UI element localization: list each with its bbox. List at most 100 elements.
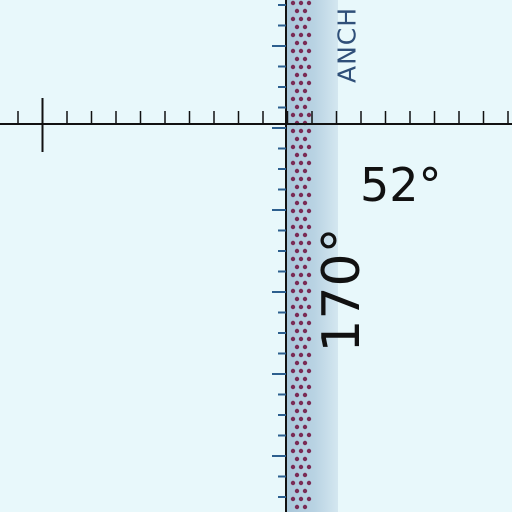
pattern-dot: [306, 192, 312, 198]
pattern-dot: [298, 384, 304, 390]
pattern-dot: [302, 88, 308, 94]
pattern-dot: [302, 344, 308, 350]
pattern-dot: [294, 376, 300, 382]
pattern-dot: [290, 208, 296, 214]
pattern-dot: [302, 104, 308, 110]
pattern-dot: [302, 392, 308, 398]
pattern-dot: [294, 88, 300, 94]
pattern-dot: [302, 264, 308, 270]
pattern-dot: [306, 224, 312, 230]
pattern-dot: [302, 40, 308, 46]
pattern-dot: [290, 400, 296, 406]
pattern-dot: [298, 336, 304, 342]
pattern-dot: [298, 96, 304, 102]
pattern-dot: [294, 72, 300, 78]
pattern-dot: [294, 248, 300, 254]
pattern-dot: [294, 40, 300, 46]
pattern-dot: [298, 112, 304, 118]
pattern-dot: [302, 8, 308, 14]
pattern-dot: [302, 296, 308, 302]
pattern-dot: [302, 248, 308, 254]
pattern-dot: [290, 176, 296, 182]
pattern-dot: [290, 416, 296, 422]
pattern-dot: [302, 136, 308, 142]
pattern-dot: [306, 352, 312, 358]
pattern-dot: [294, 136, 300, 142]
pattern-dot: [298, 80, 304, 86]
pattern-dot: [290, 352, 296, 358]
pattern-dot: [294, 280, 300, 286]
pattern-dot: [294, 152, 300, 158]
pattern-dot: [302, 488, 308, 494]
pattern-dot: [290, 320, 296, 326]
pattern-dot: [302, 56, 308, 62]
pattern-dot: [306, 128, 312, 134]
pattern-dot: [294, 472, 300, 478]
pattern-dot: [306, 432, 312, 438]
pattern-dot: [294, 424, 300, 430]
pattern-dot: [294, 328, 300, 334]
pattern-dot: [302, 424, 308, 430]
pattern-dot: [290, 384, 296, 390]
pattern-dot: [302, 472, 308, 478]
pattern-dot: [306, 384, 312, 390]
pattern-dot: [298, 224, 304, 230]
pattern-dot: [298, 32, 304, 38]
pattern-dot: [290, 64, 296, 70]
pattern-dot: [306, 464, 312, 470]
pattern-dot: [306, 320, 312, 326]
pattern-dot: [302, 232, 308, 238]
pattern-dot: [290, 368, 296, 374]
pattern-dot: [294, 24, 300, 30]
pattern-dot: [294, 296, 300, 302]
pattern-dot: [294, 456, 300, 462]
pattern-dot: [298, 144, 304, 150]
pattern-dot: [302, 152, 308, 158]
pattern-dot: [298, 416, 304, 422]
pattern-dot: [298, 304, 304, 310]
pattern-dot: [294, 8, 300, 14]
pattern-dot: [294, 504, 300, 510]
pattern-dot: [302, 280, 308, 286]
pattern-dot: [306, 448, 312, 454]
pattern-dot: [302, 408, 308, 414]
pattern-dot: [302, 168, 308, 174]
pattern-dot: [306, 208, 312, 214]
pattern-dot: [298, 0, 304, 6]
pattern-dot: [306, 368, 312, 374]
pattern-dot: [302, 360, 308, 366]
pattern-dot: [290, 256, 296, 262]
pattern-dot: [290, 48, 296, 54]
pattern-dot: [298, 320, 304, 326]
pattern-dot: [298, 176, 304, 182]
pattern-dot: [294, 216, 300, 222]
pattern-dot: [306, 336, 312, 342]
pattern-dot: [294, 440, 300, 446]
pattern-dot: [306, 400, 312, 406]
pattern-dot: [290, 0, 296, 6]
pattern-dot: [306, 144, 312, 150]
pattern-dot: [298, 288, 304, 294]
pattern-dot: [302, 456, 308, 462]
pattern-dot: [298, 496, 304, 502]
pattern-dot: [298, 16, 304, 22]
pattern-dot: [290, 160, 296, 166]
pattern-dot: [294, 232, 300, 238]
pattern-dot: [306, 160, 312, 166]
pattern-dot: [290, 224, 296, 230]
pattern-dot: [290, 128, 296, 134]
pattern-dot: [298, 352, 304, 358]
pattern-dot: [306, 496, 312, 502]
pattern-dot: [306, 176, 312, 182]
pattern-dot: [290, 32, 296, 38]
pattern-dot: [298, 128, 304, 134]
pattern-dot: [298, 448, 304, 454]
pattern-dot: [298, 64, 304, 70]
latitude-label: 52°: [360, 158, 442, 212]
pattern-dot: [294, 344, 300, 350]
longitude-minute-ticks: [272, 4, 286, 498]
pattern-dot: [302, 504, 308, 510]
pattern-dot: [290, 304, 296, 310]
